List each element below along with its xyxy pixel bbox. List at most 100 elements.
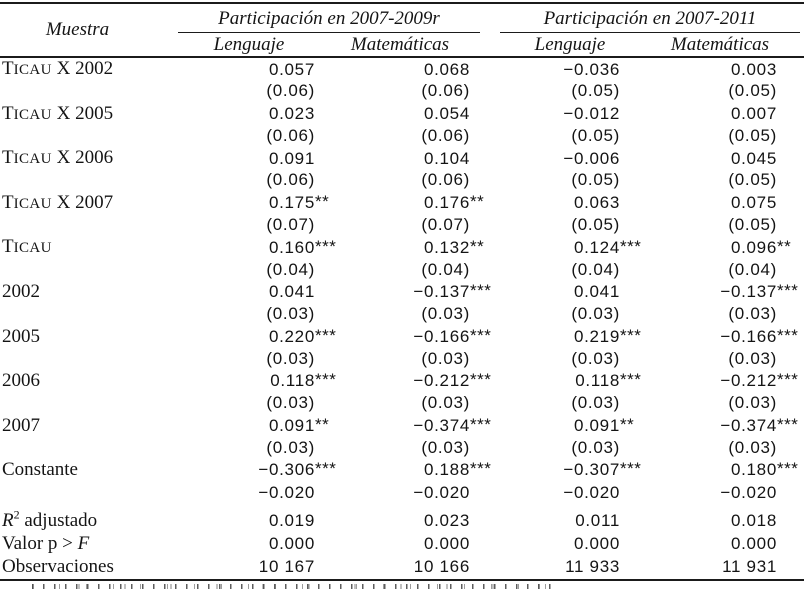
group-columns: Lenguaje Matemáticas (178, 33, 480, 56)
row-label: TICAU X 2007 (2, 191, 114, 213)
value-cell: (0.03) (266, 348, 315, 368)
value-cell: −0.137 *** (413, 280, 492, 301)
group-columns: Lenguaje Matemáticas (500, 33, 800, 56)
value-cell: (0.04) (266, 259, 315, 279)
row-label (0, 348, 180, 370)
value-cell: 0.176 ** (423, 192, 485, 213)
value-cell: 10 167 (258, 556, 315, 576)
panel-gap (475, 532, 505, 555)
value-cell: (0.03) (266, 438, 315, 458)
table-row: (0.04) (0.04) (0.04) (0.04) (0, 259, 804, 281)
value-cell: −0.374 *** (413, 414, 492, 435)
table-row: (0.03) (0.03) (0.03) (0.03) (0, 303, 804, 325)
value-cell: 0.118 *** (270, 370, 337, 391)
panel-gap (475, 125, 505, 147)
panel-gap (475, 348, 505, 370)
panel-gap (475, 214, 505, 236)
value-cell: 0.118 *** (575, 370, 642, 391)
value-cell: 0.023 (423, 510, 470, 530)
value-cell: 0.075 (730, 193, 777, 213)
value-cell: 0.007 (730, 104, 777, 124)
value-cell: 0.041 (268, 281, 315, 301)
row-label (0, 482, 180, 504)
header-group-2007-2009: Participación en 2007-2009r Lenguaje Mat… (178, 5, 480, 55)
value-cell: (0.03) (571, 304, 620, 324)
value-cell: (0.04) (571, 259, 620, 279)
value-cell: 0.045 (730, 148, 777, 168)
value-cell: −0.012 (563, 104, 620, 124)
table-row: (0.06) (0.06) (0.05) (0.05) (0, 125, 804, 147)
row-label (0, 437, 180, 459)
row-label (0, 259, 180, 281)
panel-gap (475, 259, 505, 281)
table-row: TICAU X 2002 0.057 0.068 −0.036 0.003 (0, 58, 804, 80)
value-cell: 0.003 (730, 59, 777, 79)
row-label: TICAU (2, 236, 52, 258)
table-row: R2 adjustado 0.019 0.023 0.011 0.018 (0, 509, 804, 532)
panel-gap (475, 392, 505, 414)
value-cell: (0.03) (571, 438, 620, 458)
value-cell: 0.000 (423, 533, 470, 553)
table-row: TICAU X 2006 0.091 0.104 −0.006 0.045 (0, 147, 804, 169)
table-row: (0.06) (0.06) (0.05) (0.05) (0, 169, 804, 191)
value-cell: 11 933 (565, 556, 620, 576)
value-cell: (0.05) (571, 215, 620, 235)
table-row: TICAU 0.160 *** 0.132 ** 0.124 *** 0.096 ** (0, 236, 804, 258)
value-cell: (0.03) (728, 438, 777, 458)
table-row: −0.020 −0.020 −0.020 −0.020 (0, 482, 804, 504)
value-cell: (0.03) (266, 393, 315, 413)
value-cell: 0.018 (730, 510, 777, 530)
table-row: TICAU X 2005 0.023 0.054 −0.012 0.007 (0, 103, 804, 125)
row-label: R2 adjustado (2, 507, 98, 531)
column-header-lenguaje: Lenguaje (213, 33, 285, 55)
table-body: TICAU X 2002 0.057 0.068 −0.036 0.003 (0.06)(… (0, 58, 804, 504)
table-row: 2006 0.118 *** −0.212 *** 0.118 *** −0.212 *** (0, 370, 804, 392)
column-header-lenguaje: Lenguaje (534, 33, 606, 55)
panel-gap (475, 555, 505, 578)
value-cell: 0.054 (423, 104, 470, 124)
row-label: 2002 (2, 280, 40, 302)
value-cell: 0.063 (573, 193, 620, 213)
row-label (0, 125, 180, 147)
value-cell: 0.180 *** (730, 459, 799, 480)
value-cell: 0.023 (268, 104, 315, 124)
value-cell: 0.091 (268, 148, 315, 168)
value-cell: (0.05) (728, 170, 777, 190)
value-cell: 0.096 ** (730, 236, 792, 257)
table-row: (0.03) (0.03) (0.03) (0.03) (0, 392, 804, 414)
value-cell: 0.041 (573, 281, 620, 301)
value-cell: (0.03) (571, 348, 620, 368)
value-cell: (0.04) (421, 259, 470, 279)
value-cell: −0.137 *** (720, 280, 799, 301)
column-header-matematicas: Matemáticas (670, 33, 770, 55)
value-cell: 0.068 (423, 59, 470, 79)
table-row: Constante −0.306 *** 0.188 *** −0.307 *** 0.180… (0, 459, 804, 481)
row-label: 2007 (2, 414, 40, 436)
panel-gap (475, 80, 505, 102)
value-cell: 0.011 (575, 510, 620, 530)
value-cell: 10 166 (413, 556, 470, 576)
value-cell: −0.374 *** (720, 414, 799, 435)
value-cell: −0.166 *** (413, 325, 492, 346)
column-header-matematicas: Matemáticas (350, 33, 450, 55)
row-label: 2005 (2, 325, 40, 347)
value-cell: (0.05) (728, 215, 777, 235)
table-header: Muestra Participación en 2007-2009r Leng… (0, 2, 804, 58)
value-cell: (0.05) (728, 125, 777, 145)
value-cell: (0.03) (421, 304, 470, 324)
value-cell: −0.036 (563, 59, 620, 79)
value-cell: 0.175 ** (268, 192, 330, 213)
panel-gap (475, 103, 505, 126)
clipped-footnote-text (32, 583, 557, 589)
table-row: (0.06) (0.06) (0.05) (0.05) (0, 80, 804, 102)
value-cell: (0.05) (571, 170, 620, 190)
value-cell: 11 931 (722, 556, 777, 576)
group-title: Participación en 2007-2011 (500, 5, 800, 33)
row-label: Constante (2, 459, 78, 481)
table-row: 2002 0.041 −0.137 *** 0.041 −0.137 *** (0, 281, 804, 303)
row-label (0, 169, 180, 191)
row-label (0, 303, 180, 325)
row-label (0, 214, 180, 236)
row-label: TICAU X 2006 (2, 147, 114, 169)
